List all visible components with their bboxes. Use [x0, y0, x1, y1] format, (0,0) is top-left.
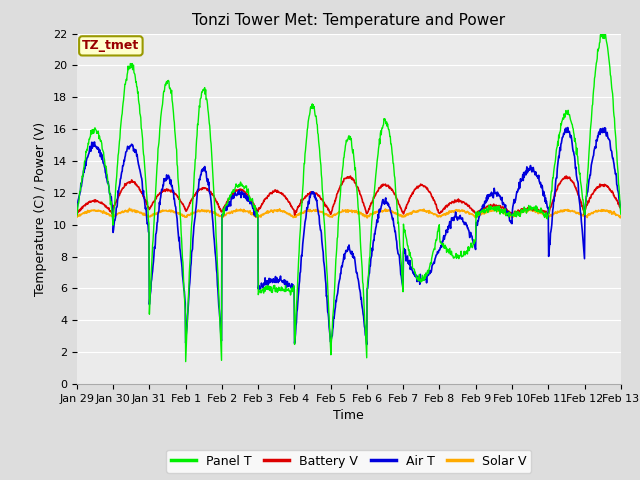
Y-axis label: Temperature (C) / Power (V): Temperature (C) / Power (V) [35, 122, 47, 296]
Text: TZ_tmet: TZ_tmet [82, 39, 140, 52]
Title: Tonzi Tower Met: Temperature and Power: Tonzi Tower Met: Temperature and Power [192, 13, 506, 28]
X-axis label: Time: Time [333, 409, 364, 422]
Legend: Panel T, Battery V, Air T, Solar V: Panel T, Battery V, Air T, Solar V [166, 450, 531, 473]
